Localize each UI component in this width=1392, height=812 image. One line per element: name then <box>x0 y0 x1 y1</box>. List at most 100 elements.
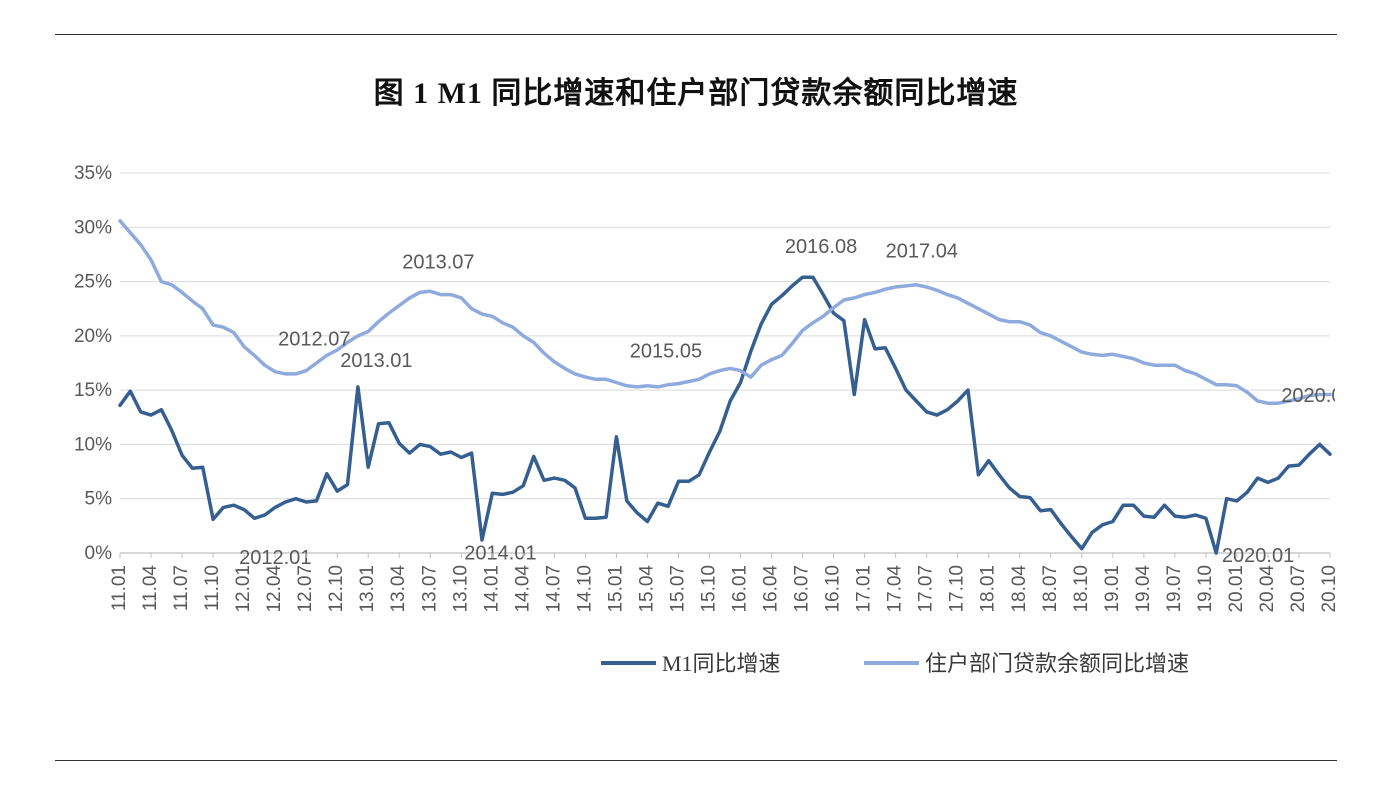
x-tick-label-group: 13.04 <box>388 565 409 613</box>
x-tick-label: 17.04 <box>885 565 906 613</box>
y-tick-label: 10% <box>74 434 112 455</box>
legend-label: M1同比增速 <box>662 651 781 676</box>
x-tick-label-group: 12.10 <box>326 565 347 613</box>
x-tick-label: 20.04 <box>1257 565 1278 613</box>
x-tick-label: 19.10 <box>1195 565 1216 613</box>
x-tick-label-group: 16.01 <box>730 565 751 613</box>
x-tick-label-group: 13.01 <box>357 565 378 613</box>
annotation: 2020.01 <box>1222 545 1294 567</box>
x-tick-label-group: 19.04 <box>1133 565 1154 613</box>
x-tick-label: 11.07 <box>171 565 192 611</box>
x-tick-label-group: 18.01 <box>978 565 999 613</box>
annotation: 2012.07 <box>278 328 350 350</box>
rule-top <box>55 34 1337 35</box>
x-tick-label: 11.01 <box>109 565 130 611</box>
x-tick-label: 12.01 <box>233 565 254 613</box>
x-tick-label: 18.01 <box>978 565 999 613</box>
x-tick-label: 16.07 <box>792 565 813 613</box>
x-tick-label-group: 18.10 <box>1071 565 1092 613</box>
x-tick-label: 16.01 <box>730 565 751 613</box>
annotation: 2015.05 <box>630 340 702 362</box>
x-tick-label: 11.10 <box>202 565 223 611</box>
x-tick-label: 13.07 <box>419 565 440 613</box>
x-tick-label: 11.04 <box>140 565 161 612</box>
x-tick-label: 15.04 <box>636 565 657 613</box>
x-tick-label-group: 14.04 <box>512 565 533 613</box>
x-tick-label: 20.07 <box>1288 565 1309 613</box>
x-tick-label-group: 15.07 <box>667 565 688 613</box>
x-tick-label: 20.10 <box>1319 565 1335 613</box>
x-tick-label: 15.10 <box>699 565 720 613</box>
x-tick-label-group: 18.04 <box>1009 565 1030 613</box>
x-tick-label-group: 13.10 <box>450 565 471 613</box>
x-tick-label: 14.10 <box>574 565 595 613</box>
series-line-0 <box>120 277 1330 553</box>
x-tick-label: 13.10 <box>450 565 471 613</box>
y-tick-label: 35% <box>74 163 112 184</box>
x-tick-label-group: 17.01 <box>854 565 875 613</box>
x-tick-label-group: 17.04 <box>885 565 906 613</box>
x-tick-label-group: 12.04 <box>264 565 285 613</box>
annotation: 2013.07 <box>402 251 474 273</box>
x-tick-label: 13.04 <box>388 565 409 613</box>
x-tick-label: 18.07 <box>1040 565 1061 613</box>
x-tick-label-group: 13.07 <box>419 565 440 613</box>
x-tick-label: 12.10 <box>326 565 347 613</box>
x-tick-label: 17.07 <box>916 565 937 613</box>
x-tick-label: 19.01 <box>1102 565 1123 613</box>
x-tick-label-group: 16.04 <box>761 565 782 613</box>
chart-container: 0%5%10%15%20%25%30%35%2012.012012.072013… <box>60 155 1335 715</box>
x-tick-label-group: 12.01 <box>233 565 254 613</box>
x-tick-label: 18.10 <box>1071 565 1092 613</box>
y-tick-label: 5% <box>85 489 113 510</box>
x-tick-label-group: 19.07 <box>1164 565 1185 613</box>
page: 图 1 M1 同比增速和住户部门贷款余额同比增速 0% 5% 10% 15% 20% 25… <box>0 0 1392 812</box>
rule-bottom <box>55 760 1337 761</box>
x-tick-label-group: 11.04 <box>140 565 161 612</box>
x-tick-label-group: 15.04 <box>636 565 657 613</box>
x-tick-label: 14.07 <box>543 565 564 613</box>
x-tick-label-group: 15.01 <box>605 565 626 613</box>
annotation: 2016.08 <box>785 236 857 258</box>
x-tick-label: 13.01 <box>357 565 378 613</box>
y-tick-label: 15% <box>74 380 112 401</box>
x-tick-label: 17.10 <box>947 565 968 613</box>
annotation: 2013.01 <box>340 350 412 372</box>
chart-title: 图 1 M1 同比增速和住户部门贷款余额同比增速 <box>0 68 1392 112</box>
x-tick-label-group: 14.01 <box>481 565 502 613</box>
x-tick-label: 17.01 <box>854 565 875 613</box>
x-tick-label: 16.10 <box>823 565 844 613</box>
y-tick-label: 25% <box>74 272 112 293</box>
x-tick-label: 14.04 <box>512 565 533 613</box>
y-tick-label: 30% <box>74 217 112 238</box>
x-tick-label-group: 16.07 <box>792 565 813 613</box>
x-tick-label-group: 17.07 <box>916 565 937 613</box>
x-tick-label: 19.07 <box>1164 565 1185 613</box>
x-tick-label: 19.04 <box>1133 565 1154 613</box>
x-tick-label: 15.01 <box>605 565 626 613</box>
x-tick-label: 16.04 <box>761 565 782 613</box>
x-tick-label-group: 18.07 <box>1040 565 1061 613</box>
annotation: 2020.03 <box>1281 385 1335 407</box>
x-tick-label-group: 17.10 <box>947 565 968 613</box>
legend-label: 住户部门贷款余额同比增速 <box>925 651 1189 676</box>
x-tick-label: 18.04 <box>1009 565 1030 613</box>
x-tick-label-group: 14.07 <box>543 565 564 613</box>
x-tick-label: 12.07 <box>295 565 316 613</box>
x-tick-label-group: 20.04 <box>1257 565 1278 613</box>
series-line-1 <box>120 221 1330 403</box>
x-tick-label-group: 11.07 <box>171 565 192 611</box>
y-tick-label: 20% <box>74 326 112 347</box>
x-tick-label-group: 20.10 <box>1319 565 1335 613</box>
x-tick-label: 14.01 <box>481 565 502 613</box>
y-tick-label: 0% <box>85 543 113 564</box>
x-tick-label-group: 11.10 <box>202 565 223 611</box>
x-tick-label: 20.01 <box>1226 565 1247 613</box>
x-tick-label-group: 14.10 <box>574 565 595 613</box>
legend: M1同比增速 住户部门贷款余额同比增速 <box>601 651 1189 676</box>
x-tick-label: 15.07 <box>667 565 688 613</box>
line-chart: 0%5%10%15%20%25%30%35%2012.012012.072013… <box>60 155 1335 715</box>
x-tick-label-group: 20.07 <box>1288 565 1309 613</box>
annotation: 2017.04 <box>886 240 958 262</box>
x-tick-label-group: 20.01 <box>1226 565 1247 613</box>
